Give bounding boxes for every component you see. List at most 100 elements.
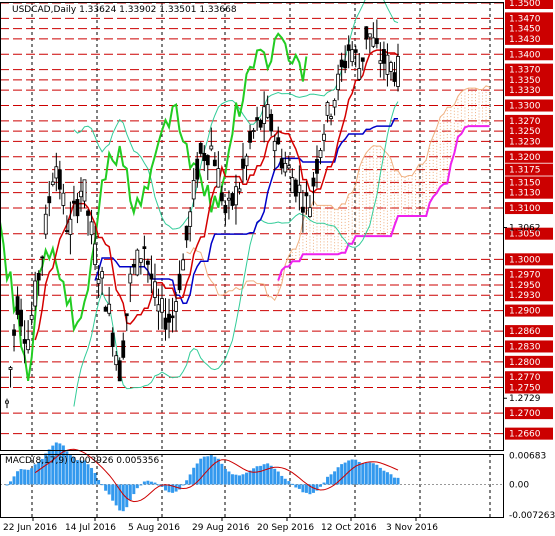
candle-body bbox=[255, 117, 259, 121]
price-level-label: 1.3450 bbox=[509, 25, 541, 35]
candle-body bbox=[272, 140, 277, 152]
candle-body bbox=[251, 130, 256, 132]
price-level-label: 1.3350 bbox=[509, 76, 541, 86]
candle-body bbox=[325, 102, 330, 116]
candle-body bbox=[128, 273, 133, 284]
macd-bar bbox=[195, 463, 199, 485]
candle-body bbox=[336, 73, 341, 91]
price-level-label: 1.3100 bbox=[509, 204, 541, 214]
candle-body bbox=[385, 54, 390, 75]
price-level-box bbox=[505, 22, 553, 35]
candle-body bbox=[174, 301, 178, 312]
price-level-label: 1.3050 bbox=[509, 230, 541, 240]
price-level-label: 1.3500 bbox=[509, 0, 541, 9]
price-level-box bbox=[505, 63, 553, 76]
candle-body bbox=[350, 49, 355, 63]
macd-bar bbox=[319, 484, 323, 487]
candle-body bbox=[96, 279, 101, 284]
price-axis: 1.35001.34701.34501.34301.34001.33701.33… bbox=[503, 0, 555, 521]
candle-body bbox=[12, 329, 16, 336]
price-level-label: 1.3000 bbox=[509, 255, 541, 265]
candle-body bbox=[29, 315, 34, 320]
macd-bar bbox=[209, 455, 213, 485]
macd-bar bbox=[149, 481, 153, 485]
candle-body bbox=[82, 179, 87, 202]
price-level-label: 1.2970 bbox=[509, 271, 541, 281]
candle-body bbox=[57, 169, 62, 190]
macd-bar bbox=[223, 468, 227, 485]
price-level-box bbox=[505, 176, 553, 189]
macd-bar bbox=[378, 467, 382, 485]
macd-bar bbox=[167, 484, 171, 493]
candle-body bbox=[93, 243, 97, 266]
macd-bar bbox=[5, 484, 9, 486]
candle-body bbox=[237, 188, 242, 192]
macd-bar bbox=[368, 462, 372, 485]
price-level-label: 1.3130 bbox=[509, 189, 541, 199]
macd-bar bbox=[336, 467, 340, 485]
candle-body bbox=[114, 355, 119, 366]
price-level-label: 1.3250 bbox=[509, 127, 541, 137]
macd-bar bbox=[202, 456, 206, 485]
candle-body bbox=[230, 193, 235, 206]
macd-bar bbox=[392, 477, 396, 485]
candle-body bbox=[367, 33, 372, 38]
candle-body bbox=[308, 207, 312, 218]
candle-body bbox=[79, 190, 83, 198]
candle-body bbox=[75, 199, 80, 217]
candle-body bbox=[318, 150, 323, 158]
candle-body bbox=[163, 317, 168, 330]
price-level-box bbox=[505, 304, 553, 317]
macd-bar bbox=[12, 476, 16, 485]
price-level-label: 1.3470 bbox=[509, 14, 541, 24]
candle-body bbox=[371, 37, 376, 47]
candle-body bbox=[223, 204, 228, 214]
time-tick-label: 5 Aug 2016 bbox=[128, 523, 180, 533]
macd-bar bbox=[93, 472, 97, 485]
candle-body bbox=[343, 60, 348, 69]
candle-body bbox=[124, 313, 129, 317]
macd-tick-label: 0.00683 bbox=[509, 452, 546, 462]
macd-bar bbox=[23, 469, 27, 485]
candle-body bbox=[248, 131, 252, 143]
price-level-box bbox=[505, 253, 553, 266]
candle-body bbox=[72, 200, 76, 204]
candle-body bbox=[107, 303, 112, 314]
candle-body bbox=[40, 256, 45, 259]
chart-title: USDCAD,Daily 1.33624 1.33902 1.33501 1.3… bbox=[12, 5, 237, 15]
macd-bar bbox=[97, 479, 101, 485]
macd-bar bbox=[79, 460, 83, 485]
macd-panel bbox=[0, 442, 503, 512]
macd-bar bbox=[364, 462, 368, 485]
candle-body bbox=[167, 313, 171, 323]
time-tick-label: 20 Sep 2016 bbox=[257, 523, 314, 533]
macd-bar bbox=[185, 480, 189, 485]
candle-body bbox=[153, 281, 157, 298]
macd-bar bbox=[181, 484, 185, 486]
time-tick-label: 3 Nov 2016 bbox=[386, 523, 438, 533]
price-level-box bbox=[505, 427, 553, 440]
candle-body bbox=[5, 400, 9, 404]
candle-body bbox=[297, 184, 302, 193]
macd-bar bbox=[248, 470, 252, 485]
candle-body bbox=[265, 104, 270, 118]
time-axis: 22 Jun 2016 14 Jul 2016 5 Aug 2016 29 Aug 2… bbox=[3, 517, 438, 533]
macd-bar bbox=[333, 471, 337, 485]
candle-body bbox=[103, 306, 108, 312]
price-level-box bbox=[505, 186, 553, 199]
macd-bar bbox=[375, 464, 379, 485]
macd-bar bbox=[322, 482, 326, 485]
candle-body bbox=[339, 59, 344, 68]
candle-body bbox=[64, 230, 69, 232]
macd-bar bbox=[40, 458, 44, 485]
price-level-label: 1.2830 bbox=[509, 342, 541, 352]
macd-bar bbox=[100, 484, 104, 486]
candle-body bbox=[304, 192, 309, 197]
macd-bar bbox=[174, 484, 178, 492]
macd-bar bbox=[311, 484, 315, 493]
macd-bar bbox=[188, 474, 192, 485]
candle-body bbox=[332, 100, 337, 108]
time-tick-label: 22 Jun 2016 bbox=[3, 523, 57, 533]
candle-body bbox=[131, 264, 136, 268]
price-level-box bbox=[505, 163, 553, 176]
